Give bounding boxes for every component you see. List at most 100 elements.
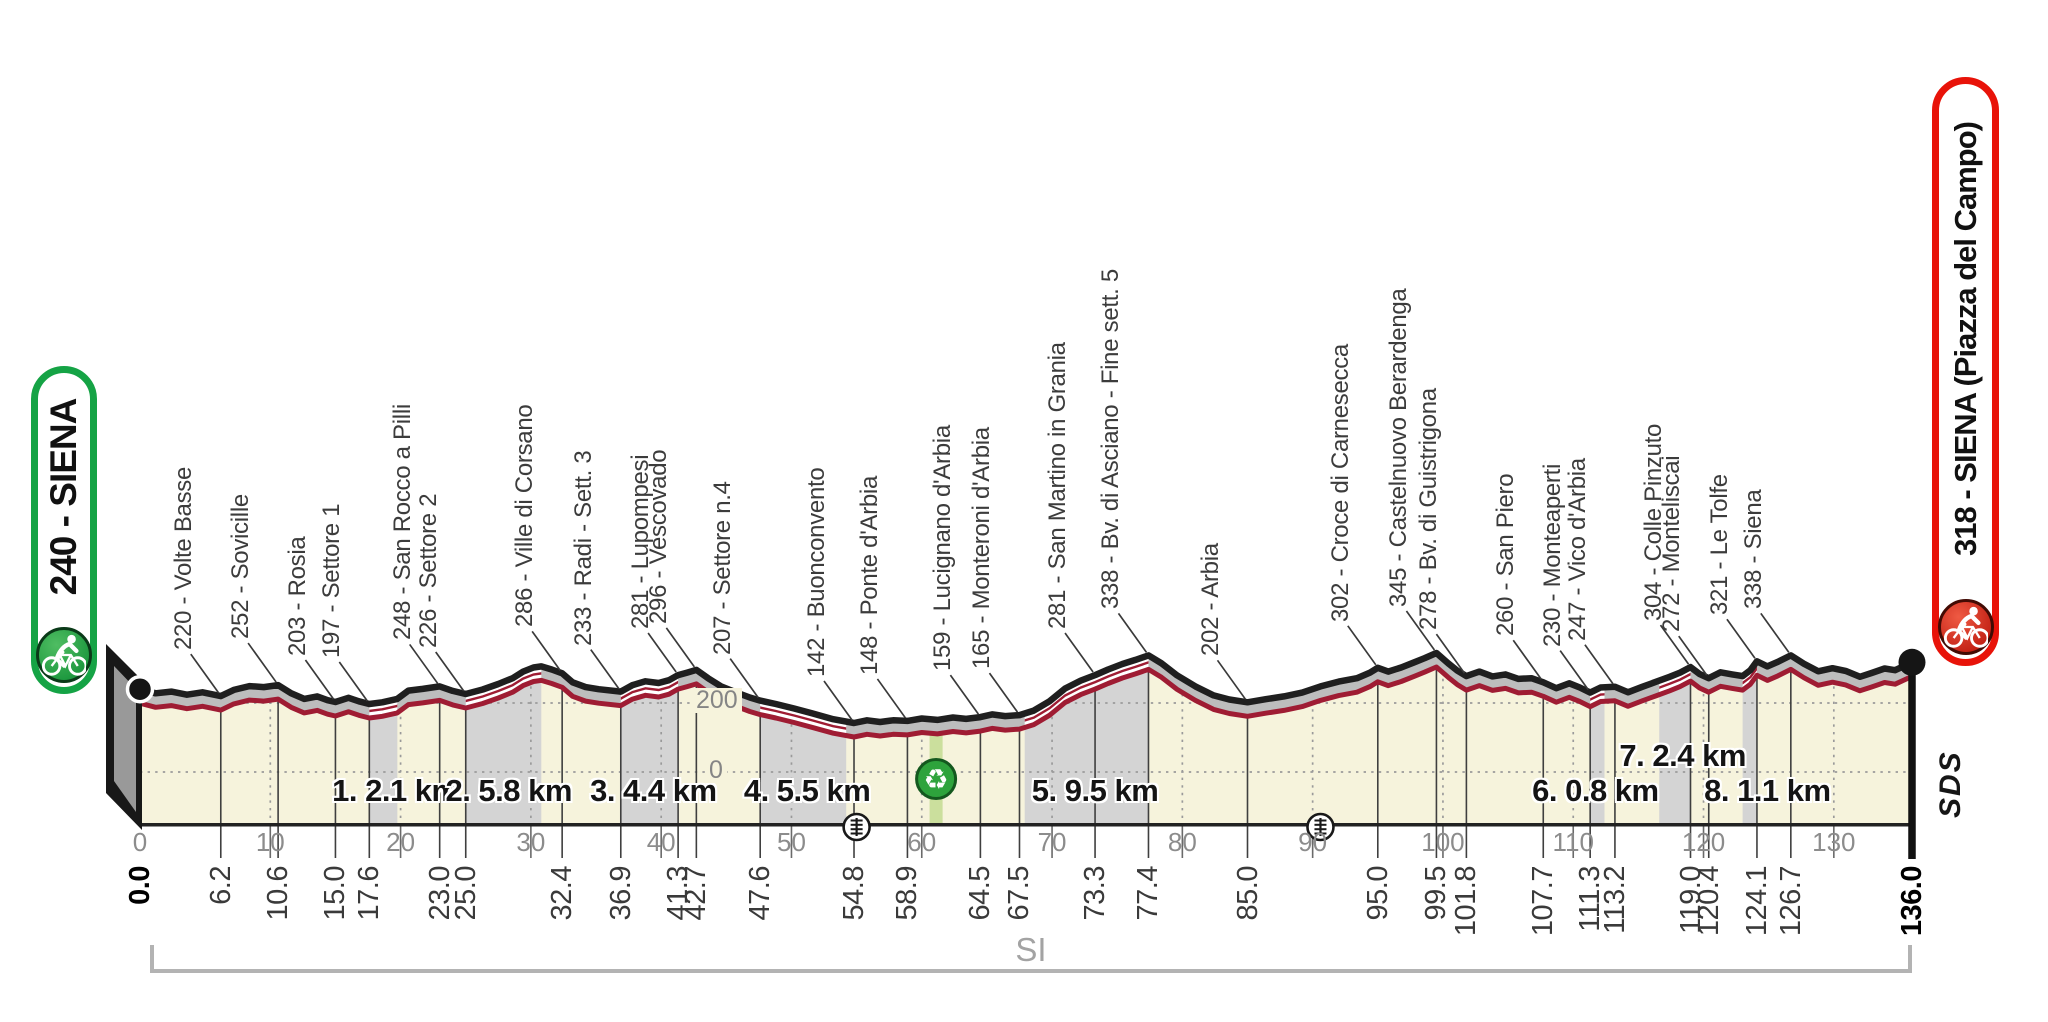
sector-label: 6. 0.8 km: [1532, 773, 1659, 808]
sector-label: 1. 2.1 km: [332, 773, 459, 808]
km-label: 47.6: [744, 866, 777, 921]
waypoint-leader: [1559, 650, 1589, 691]
waypoint-leader: [1064, 632, 1094, 673]
km-label: 6.2: [204, 866, 237, 905]
waypoint-leader: [247, 642, 277, 683]
waypoint-leader: [1117, 612, 1148, 653]
waypoint-leader: [647, 632, 677, 673]
waypoint-leader: [338, 661, 369, 702]
waypoint-label: 338 - Siena: [1739, 489, 1767, 610]
rail-crossing-icon: [842, 812, 871, 842]
sector-label: 2. 5.8 km: [445, 773, 572, 808]
sector-label: 7. 2.4 km: [1619, 738, 1746, 773]
waypoint-label: 296 - Vescovado: [645, 449, 673, 624]
axis-grid-number: 60: [907, 827, 937, 857]
profile-red-line: [139, 664, 1914, 740]
waypoint-label: 302 - Croce di Carnesecca: [1326, 343, 1354, 622]
gravel-mid-line: [1024, 661, 1149, 722]
axis-grid-number: 90: [1298, 827, 1328, 857]
waypoint-label: 165 - Monteroni d'Arbia: [968, 427, 996, 670]
axis-baseline: [140, 823, 1912, 827]
finish-badge-label: 318 - SIENA (Piazza del Campo): [1947, 122, 1983, 556]
waypoint-leader: [1726, 618, 1756, 659]
sector-label: 4. 5.5 km: [743, 773, 871, 808]
waypoint-label: 272 - Monteliscai: [1657, 455, 1685, 633]
start-cyclist-icon: [36, 627, 92, 683]
sector-label: 3. 4.4 km: [590, 773, 717, 808]
waypoint-leader: [1405, 610, 1436, 651]
waypoint-label: 142 - Buonconvento: [803, 467, 830, 677]
start-block-inner: [114, 666, 136, 812]
km-label: 15.0: [319, 866, 352, 921]
axis-grid-number: 0: [132, 827, 148, 857]
region-bracket-right-tick: [1908, 945, 1912, 971]
km-label: 95.0: [1361, 866, 1394, 921]
km-label: 77.4: [1132, 866, 1165, 921]
waypoint-leader: [1216, 659, 1247, 700]
waypoint-leader: [190, 653, 220, 694]
waypoint-label: 233 - Radi - Sett. 3: [569, 450, 597, 646]
waypoint-leader: [1584, 644, 1614, 685]
waypoint-leader: [988, 672, 1019, 713]
km-label: 113.2: [1598, 866, 1631, 934]
axis-grid-number: 80: [1167, 827, 1197, 857]
start-badge-label: 240 - SIENA: [43, 398, 84, 596]
sector-band: [1742, 667, 1757, 825]
km-label: 58.9: [891, 866, 924, 921]
axis-grid-number: 50: [777, 827, 806, 857]
sds-signature: SDS: [1934, 750, 1967, 818]
axis-grid-number: 70: [1037, 827, 1067, 857]
profile-top-line: [136, 649, 1916, 727]
start-dot: [125, 674, 155, 704]
waypoint-label: 338 - Bv. di Asciano - Fine sett. 5: [1097, 269, 1125, 610]
axis-grid-number: 10: [255, 827, 285, 857]
finish-cyclist-icon: [1937, 599, 1994, 655]
axis-grid-number: 20: [386, 827, 416, 857]
axis-grid-number: 110: [1552, 827, 1594, 857]
waypoint-label: 159 - Lucignano d'Arbia: [929, 425, 957, 672]
start-badge: 240 - SIENA: [31, 366, 97, 694]
cyclist-glyph: [42, 634, 86, 676]
waypoint-leader: [435, 651, 465, 692]
waypoint-label: 226 - Settore 2: [414, 493, 442, 649]
cyclist-glyph: [1943, 606, 1988, 648]
waypoint-label: 197 - Settore 1: [318, 503, 346, 659]
region-label: SI: [1015, 931, 1047, 968]
finish-badge: 318 - SIENA (Piazza del Campo): [1932, 77, 1999, 666]
svg-text:♻: ♻: [924, 764, 949, 795]
waypoint-leader: [1760, 612, 1790, 653]
waypoint-leader: [1512, 639, 1542, 680]
rail-crossing-icon: [1306, 812, 1335, 842]
waypoint-leader: [1659, 624, 1690, 665]
km-label: 85.0: [1231, 866, 1264, 921]
waypoint-leader: [949, 674, 980, 715]
waypoint-label: 247 - Vico d'Arbia: [1563, 457, 1591, 641]
km-label: 36.9: [604, 866, 637, 921]
waypoint-leader: [408, 643, 439, 684]
km-label: 126.7: [1774, 866, 1807, 937]
gravel-band-overlay: [465, 666, 542, 708]
sector-label: 5. 9.5 km: [1031, 773, 1159, 808]
waypoint-label: 260 - San Piero: [1492, 474, 1520, 637]
km-label: 10.6: [262, 866, 295, 921]
waypoint-leader: [590, 649, 620, 690]
recycle-icon: ♻: [915, 758, 958, 800]
waypoint-label: 207 - Settore n.4: [709, 480, 737, 655]
km-label: 120.4: [1692, 866, 1725, 937]
waypoint-leader: [665, 627, 696, 668]
sector-label: 8. 1.1 km: [1704, 773, 1831, 808]
waypoint-label: 220 - Volte Basse: [169, 467, 197, 651]
km-label: 107.7: [1527, 866, 1560, 937]
waypoint-label: 281 - San Martino in Grania: [1044, 342, 1072, 630]
km-label: 101.8: [1450, 866, 1483, 937]
waypoint-label: 203 - Rosia: [284, 536, 312, 656]
waypoint-leader: [1435, 633, 1466, 674]
waypoint-label: 248 - San Rocco a Pilli: [388, 404, 416, 641]
region-bracket-line: [150, 969, 1912, 973]
km-label: 54.8: [838, 866, 870, 921]
waypoint-label: 230 - Monteaperti: [1539, 463, 1567, 647]
km-label: 136.0: [1896, 866, 1928, 937]
waypoint-label: 345 - Castelnuovo Berardenga: [1385, 288, 1413, 607]
